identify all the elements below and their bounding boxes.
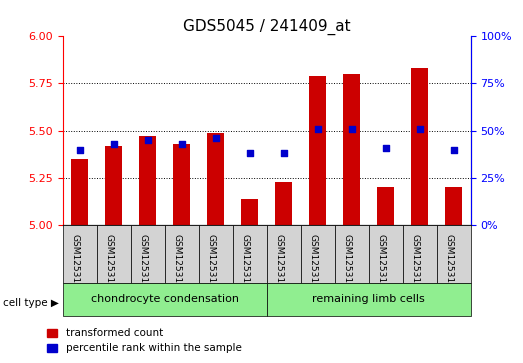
Point (313, 126, 322, 132)
Bar (139, 136, 156, 225)
Bar (309, 76, 326, 225)
Point (211, 135, 220, 141)
Text: GSM1253163: GSM1253163 (309, 234, 317, 294)
Text: GSM1253156: GSM1253156 (71, 234, 79, 294)
Text: remaining limb cells: remaining limb cells (312, 294, 425, 305)
Bar (199, 225, 233, 283)
Point (143, 137, 152, 143)
Point (347, 126, 356, 132)
Bar (165, 225, 199, 283)
Bar (411, 68, 428, 225)
Bar (403, 225, 437, 283)
Text: chondrocyte condensation: chondrocyte condensation (91, 294, 238, 305)
Bar (63, 225, 97, 283)
Point (109, 141, 118, 147)
Text: GSM1253167: GSM1253167 (445, 234, 453, 294)
Bar (377, 187, 394, 225)
Legend: transformed count, percentile rank within the sample: transformed count, percentile rank withi… (47, 328, 242, 354)
Bar (343, 74, 360, 225)
Bar (267, 283, 471, 316)
Title: GDS5045 / 241409_at: GDS5045 / 241409_at (183, 19, 350, 35)
Point (75, 147, 84, 152)
Text: GSM1253164: GSM1253164 (343, 234, 351, 294)
Text: GSM1253159: GSM1253159 (173, 234, 181, 294)
Point (177, 141, 186, 147)
Text: GSM1253160: GSM1253160 (207, 234, 215, 294)
Bar (131, 225, 165, 283)
Bar (71, 159, 88, 225)
Point (381, 145, 390, 151)
Text: GSM1253157: GSM1253157 (105, 234, 114, 294)
Text: GSM1253162: GSM1253162 (275, 234, 283, 294)
Bar (97, 225, 131, 283)
Bar (275, 182, 292, 225)
Text: GSM1253165: GSM1253165 (377, 234, 385, 294)
Bar (105, 146, 122, 225)
Bar (369, 225, 403, 283)
Point (245, 150, 254, 156)
Point (449, 147, 458, 152)
Text: GSM1253161: GSM1253161 (241, 234, 250, 294)
Bar (63, 283, 267, 316)
Bar (233, 225, 267, 283)
Bar (173, 144, 190, 225)
Bar (335, 225, 369, 283)
Point (279, 150, 288, 156)
Bar (267, 225, 301, 283)
Text: GSM1253166: GSM1253166 (411, 234, 419, 294)
Point (415, 126, 424, 132)
Bar (241, 199, 258, 225)
Bar (301, 225, 335, 283)
Bar (207, 132, 224, 225)
Bar (437, 225, 471, 283)
Bar (445, 187, 462, 225)
Text: cell type ▶: cell type ▶ (3, 298, 59, 308)
Text: GSM1253158: GSM1253158 (139, 234, 147, 294)
